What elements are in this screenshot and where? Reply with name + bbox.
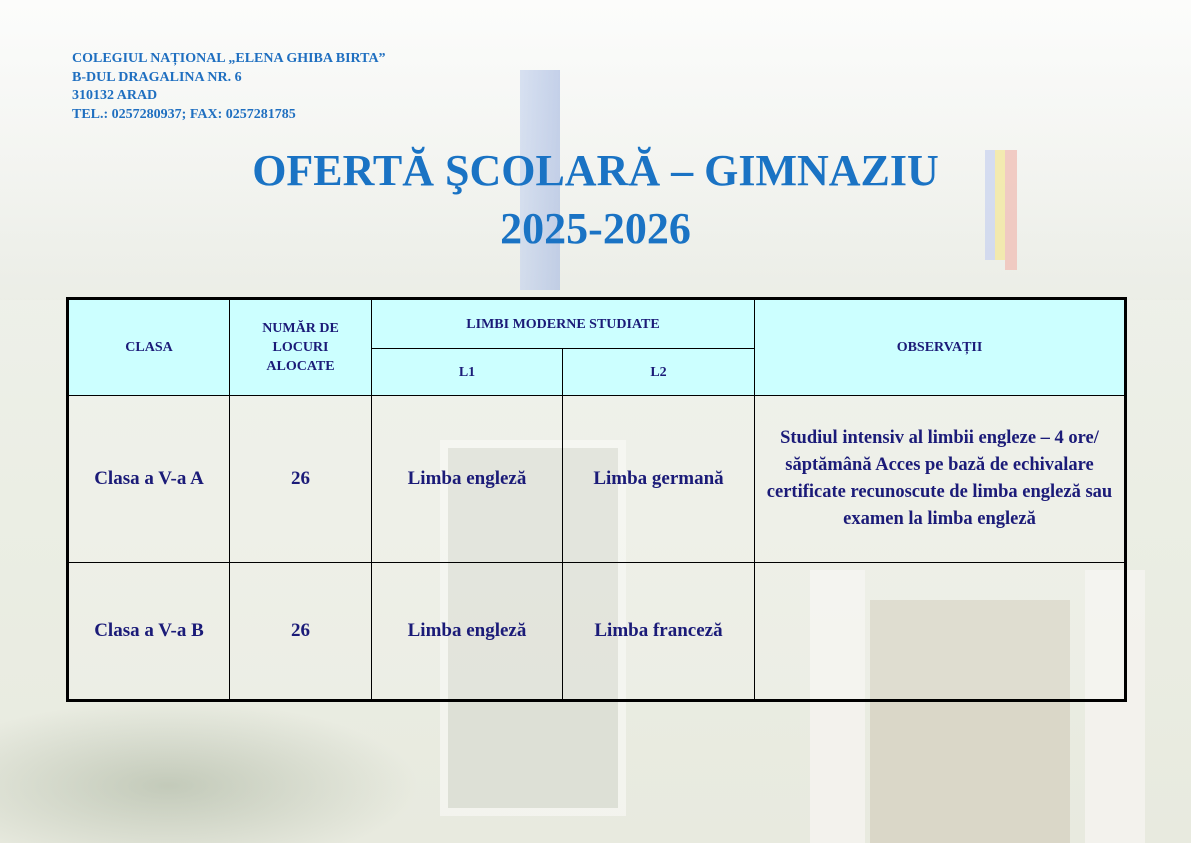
cell-clasa: Clasa a V-a B: [67, 562, 230, 701]
school-city: 310132 ARAD: [72, 88, 158, 103]
cell-clasa: Clasa a V-a A: [67, 395, 230, 563]
cell-locuri: 26: [229, 562, 372, 701]
school-header: COLEGIUL NAȚIONAL „ELENA GHIBA BIRTA” B-…: [72, 50, 386, 124]
offer-table: CLASA NUMĂR DE LOCURI ALOCATE LIMBI MODE…: [66, 297, 1127, 702]
header-locuri: NUMĂR DE LOCURI ALOCATE: [229, 298, 372, 396]
cell-l1: Limba engleză: [371, 562, 563, 701]
header-limbi: LIMBI MODERNE STUDIATE: [371, 298, 755, 349]
header-clasa: CLASA: [67, 298, 230, 396]
header-l1: L1: [371, 348, 563, 396]
table-row: Clasa a V-a B 26 Limba engleză Limba fra…: [67, 562, 1126, 701]
table-row: Clasa a V-a A 26 Limba engleză Limba ger…: [67, 395, 1126, 563]
school-contact: TEL.: 0257280937; FAX: 0257281785: [72, 106, 296, 122]
cell-l2: Limba germană: [562, 395, 755, 563]
cell-l1: Limba engleză: [371, 395, 563, 563]
header-l2: L2: [562, 348, 755, 396]
cell-observatii: Studiul intensiv al limbii engleze – 4 o…: [754, 395, 1126, 563]
header-observatii: OBSERVAȚII: [754, 298, 1126, 396]
school-address: B-DUL DRAGALINA NR. 6: [72, 69, 242, 85]
cell-locuri: 26: [229, 395, 372, 563]
school-name: COLEGIUL NAȚIONAL „ELENA GHIBA BIRTA”: [72, 51, 386, 66]
cell-l2: Limba franceză: [562, 562, 755, 701]
page-title: OFERTĂ ŞCOLARĂ – GIMNAZIU: [252, 146, 939, 195]
page-subtitle-year: 2025-2026: [500, 204, 691, 253]
cell-observatii: [754, 562, 1126, 701]
